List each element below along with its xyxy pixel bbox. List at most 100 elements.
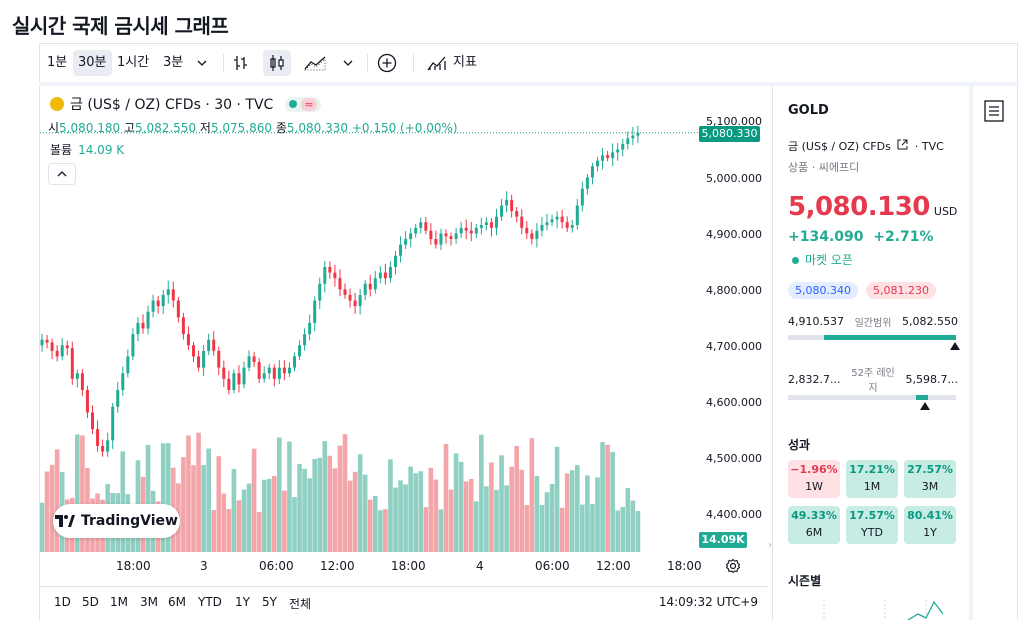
volume-bar — [569, 470, 575, 552]
volume-bar — [509, 466, 514, 552]
performance-tile[interactable]: 27.57% 3M — [904, 460, 956, 498]
candle-body — [298, 345, 302, 357]
range-6m-button[interactable]: 6M — [168, 595, 186, 609]
candle-body — [156, 300, 160, 307]
interval-1h-button[interactable]: 1시간 — [117, 55, 150, 70]
candle-body — [50, 342, 54, 351]
52wk-range-label: 52주 레인지 — [851, 368, 895, 394]
interval-30m-button[interactable]: 30분 — [73, 50, 112, 76]
candle-body — [277, 367, 281, 379]
price-axis-label: 4,800.000 — [706, 284, 762, 297]
performance-period: 3M — [921, 480, 939, 493]
candle-body — [596, 160, 599, 167]
market-status-pill[interactable]: ≈ — [285, 96, 321, 112]
candle-body — [484, 222, 488, 226]
volume-bar — [539, 505, 545, 552]
volume-bar — [211, 510, 216, 552]
symbol-title[interactable]: 금 (US$ / OZ) CFDs · 30 · TVC — [70, 97, 274, 113]
chart-clock[interactable]: 14:09:32 UTC+9 — [658, 595, 758, 609]
candle-body — [616, 149, 620, 153]
performance-period: YTD — [861, 526, 883, 539]
details-panel-icon[interactable] — [981, 98, 1007, 124]
performance-tile[interactable]: 49.33% 6M — [788, 506, 840, 544]
candle-body — [585, 177, 589, 189]
chart-pane[interactable]: 금 (US$ / OZ) CFDs · 30 · TVC ≈ 시5,080.18… — [40, 86, 768, 620]
volume-bar — [544, 492, 550, 552]
volume-bar — [231, 469, 237, 552]
volume-bar — [484, 486, 489, 552]
performance-tile[interactable]: 80.41% 1Y — [904, 506, 956, 544]
candle-body — [495, 216, 498, 228]
range-all-button[interactable]: 전체 — [289, 597, 312, 611]
range-1y-button[interactable]: 1Y — [235, 595, 250, 609]
candle-body — [611, 152, 615, 158]
performance-tile[interactable]: 17.57% YTD — [846, 506, 898, 544]
chevron-down-icon[interactable] — [334, 50, 362, 76]
ticker-title: GOLD — [788, 103, 829, 118]
range-3m-button[interactable]: 3M — [140, 595, 158, 609]
performance-tile[interactable]: 17.21% 1M — [846, 460, 898, 498]
candle-body — [515, 211, 519, 217]
candle-body — [530, 233, 534, 240]
page-title: 실시간 국제 금시세 그래프 — [12, 14, 229, 38]
day-high: 5,082.550 — [902, 315, 958, 328]
interval-3m-button[interactable]: 3분 — [163, 55, 184, 70]
candle-body — [550, 219, 554, 223]
candle-body — [429, 230, 433, 240]
candle-body — [338, 278, 342, 290]
interval-1m-button[interactable]: 1분 — [47, 55, 68, 70]
range-5y-button[interactable]: 5Y — [262, 595, 277, 609]
volume-bar — [428, 467, 434, 552]
volume-bar — [120, 451, 126, 552]
range-5d-button[interactable]: 5D — [82, 595, 99, 609]
candle-body — [181, 317, 185, 335]
candle-body — [186, 334, 190, 346]
chevron-up-icon — [57, 171, 67, 177]
range-1d-button[interactable]: 1D — [54, 595, 71, 609]
volume-bar — [605, 444, 610, 552]
price-axis-label: 4,400.000 — [706, 508, 762, 521]
candle-style-icon[interactable] — [263, 50, 291, 76]
bar-style-icon[interactable] — [227, 50, 255, 76]
indicators-button[interactable]: 지표 — [453, 55, 477, 70]
volume-bar — [378, 510, 383, 552]
volume-bar — [186, 435, 191, 552]
volume-bar — [367, 499, 373, 552]
volume-bar — [610, 451, 615, 552]
volume-bar — [297, 463, 302, 552]
indicators-icon[interactable] — [423, 50, 451, 76]
chart-settings-gear-icon[interactable] — [725, 558, 741, 578]
range-1m-button[interactable]: 1M — [110, 595, 128, 609]
candle-body — [434, 239, 438, 245]
market-open-dot-icon — [289, 100, 298, 108]
price-axis-label: 4,500.000 — [706, 452, 762, 465]
volume-bar — [165, 443, 171, 552]
add-compare-icon[interactable] — [373, 50, 401, 76]
candle-body — [207, 339, 211, 351]
volume-bar — [201, 465, 206, 552]
candle-body — [91, 412, 94, 430]
performance-value: 49.33% — [791, 509, 837, 522]
volume-bar — [80, 435, 85, 552]
candle-body — [358, 294, 362, 307]
volume-bar — [44, 471, 50, 552]
area-style-icon[interactable] — [301, 50, 329, 76]
candle-body — [606, 155, 610, 158]
expand-panel-chevron-icon[interactable]: › — [768, 540, 772, 551]
time-axis-label: 18:00 — [116, 559, 151, 573]
chevron-down-icon[interactable] — [188, 50, 216, 76]
volume-bar — [54, 449, 60, 552]
collapse-legend-button[interactable] — [48, 163, 76, 185]
candle-body — [282, 367, 286, 374]
candle-body — [469, 230, 473, 234]
volume-bar — [590, 504, 595, 552]
candle-body — [227, 378, 231, 391]
candle-body — [419, 222, 423, 228]
day-range-marker-icon — [950, 342, 960, 350]
candle-body — [399, 244, 403, 256]
external-link-icon[interactable] — [897, 139, 908, 150]
range-ytd-button[interactable]: YTD — [198, 595, 222, 609]
tradingview-watermark[interactable]: TradingView — [53, 504, 180, 538]
performance-tile[interactable]: −1.96% 1W — [788, 460, 840, 498]
candle-body — [510, 199, 514, 212]
